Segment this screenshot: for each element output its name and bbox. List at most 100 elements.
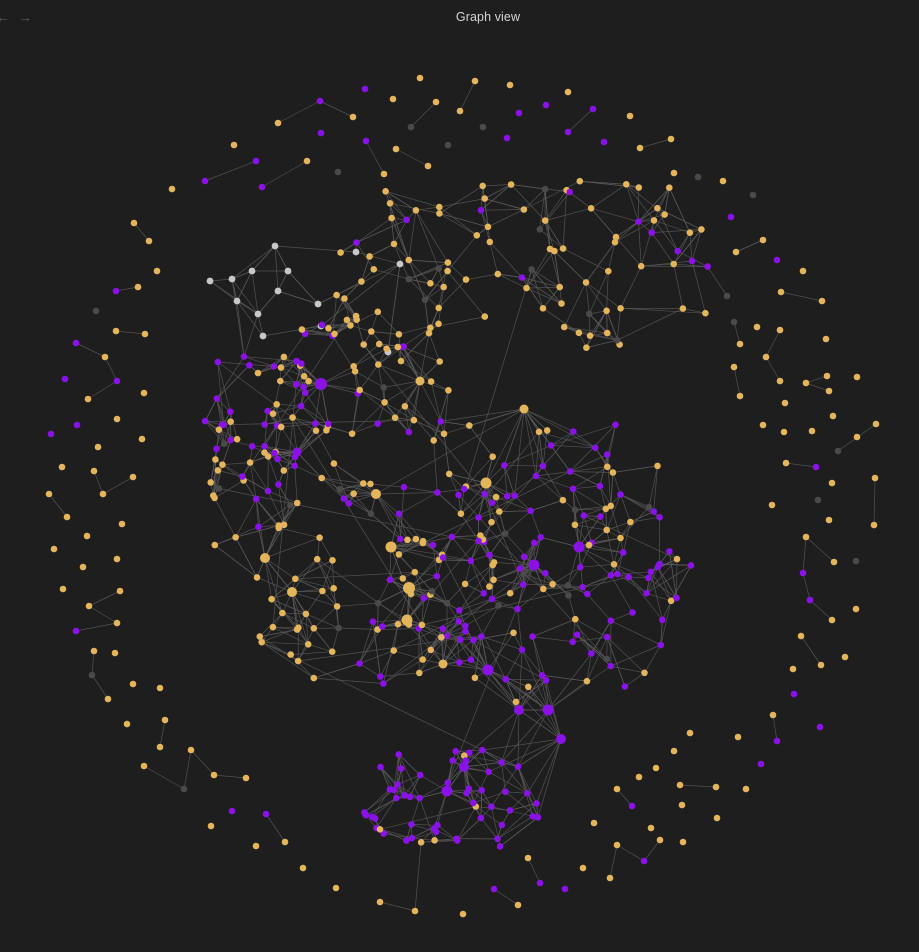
graph-node[interactable] (640, 857, 648, 865)
graph-node[interactable] (230, 141, 238, 149)
graph-node[interactable] (498, 759, 505, 766)
graph-node[interactable] (571, 506, 579, 514)
graph-node[interactable] (579, 583, 586, 591)
graph-node[interactable] (215, 426, 223, 434)
graph-node[interactable] (520, 206, 528, 213)
graph-node[interactable] (645, 503, 653, 511)
graph-node[interactable] (246, 459, 254, 466)
graph-node[interactable] (635, 773, 643, 781)
graph-node[interactable] (736, 392, 744, 400)
graph-node[interactable] (392, 145, 400, 153)
graph-node[interactable] (399, 575, 407, 582)
graph-node[interactable] (88, 671, 96, 679)
graph-node[interactable] (678, 801, 686, 809)
graph-node[interactable] (305, 377, 312, 385)
graph-node[interactable] (612, 233, 620, 241)
graph-node[interactable] (607, 662, 615, 670)
graph-node[interactable] (673, 594, 680, 602)
graph-node[interactable] (406, 793, 414, 801)
graph-node[interactable] (569, 485, 577, 493)
graph-node[interactable] (802, 379, 810, 387)
graph-node[interactable] (394, 620, 402, 628)
graph-node[interactable] (104, 695, 112, 703)
graph-node[interactable] (424, 162, 432, 170)
graph-node[interactable] (590, 819, 598, 827)
graph-node[interactable] (674, 247, 681, 255)
graph-node[interactable] (411, 907, 419, 915)
graph-node[interactable] (444, 259, 452, 266)
graph-node[interactable] (262, 810, 270, 818)
graph-node[interactable] (273, 401, 281, 408)
graph-node[interactable] (435, 304, 443, 312)
graph-node[interactable] (427, 280, 434, 287)
graph-node[interactable] (333, 603, 341, 610)
graph-node[interactable] (246, 361, 253, 369)
graph-node[interactable] (436, 358, 444, 365)
graph-node[interactable] (393, 794, 400, 802)
graph-node[interactable] (63, 513, 71, 521)
graph-node[interactable] (514, 763, 522, 770)
graph-node[interactable] (368, 328, 375, 335)
graph-node[interactable] (507, 181, 515, 188)
graph-node[interactable] (647, 568, 655, 576)
graph-node[interactable] (293, 357, 300, 365)
graph-node[interactable] (397, 535, 404, 543)
graph-node[interactable] (356, 386, 364, 394)
graph-node[interactable] (401, 403, 409, 410)
graph-node[interactable] (47, 430, 55, 438)
graph-node[interactable] (471, 674, 479, 682)
graph-node[interactable] (780, 428, 788, 436)
graph-node[interactable] (535, 428, 543, 436)
graph-node[interactable] (583, 677, 591, 685)
graph-node[interactable] (376, 898, 384, 906)
graph-node[interactable] (613, 785, 621, 793)
graph-node[interactable] (72, 627, 80, 635)
graph-node[interactable] (405, 428, 413, 436)
graph-node[interactable] (603, 633, 611, 641)
graph-node[interactable] (582, 279, 590, 286)
graph-node[interactable] (294, 657, 302, 665)
graph-node[interactable] (396, 260, 404, 268)
graph-node[interactable] (336, 486, 344, 493)
graph-node[interactable] (666, 548, 673, 555)
graph-node[interactable] (542, 569, 549, 577)
graph-node[interactable] (455, 618, 463, 625)
graph-node[interactable] (289, 414, 296, 421)
graph-node[interactable] (310, 674, 318, 682)
graph-node[interactable] (274, 119, 282, 127)
graph-node[interactable] (221, 440, 228, 448)
graph-node[interactable] (533, 800, 540, 807)
graph-node[interactable] (610, 561, 618, 568)
graph-node[interactable] (333, 291, 340, 299)
graph-node[interactable] (515, 109, 523, 117)
graph-node[interactable] (287, 587, 297, 597)
graph-node[interactable] (416, 74, 424, 82)
graph-node[interactable] (452, 748, 460, 755)
graph-node[interactable] (291, 462, 299, 470)
graph-node[interactable] (227, 418, 234, 426)
graph-node[interactable] (256, 633, 264, 640)
graph-node[interactable] (134, 283, 142, 291)
graph-node[interactable] (817, 661, 825, 669)
graph-node[interactable] (419, 537, 427, 545)
graph-node[interactable] (389, 95, 397, 103)
graph-node[interactable] (528, 266, 535, 273)
graph-node[interactable] (604, 463, 611, 471)
graph-node[interactable] (607, 502, 615, 510)
graph-node[interactable] (488, 803, 495, 810)
graph-node[interactable] (460, 764, 467, 772)
graph-node[interactable] (627, 518, 634, 526)
graph-node[interactable] (525, 683, 532, 691)
graph-node[interactable] (315, 378, 327, 390)
graph-node[interactable] (652, 764, 660, 772)
graph-node[interactable] (303, 157, 311, 165)
graph-node[interactable] (825, 387, 833, 395)
graph-node[interactable] (606, 874, 614, 882)
graph-node[interactable] (403, 837, 410, 844)
graph-node[interactable] (730, 318, 738, 326)
graph-node[interactable] (420, 594, 428, 602)
graph-node[interactable] (614, 570, 621, 578)
graph-node[interactable] (479, 123, 487, 131)
